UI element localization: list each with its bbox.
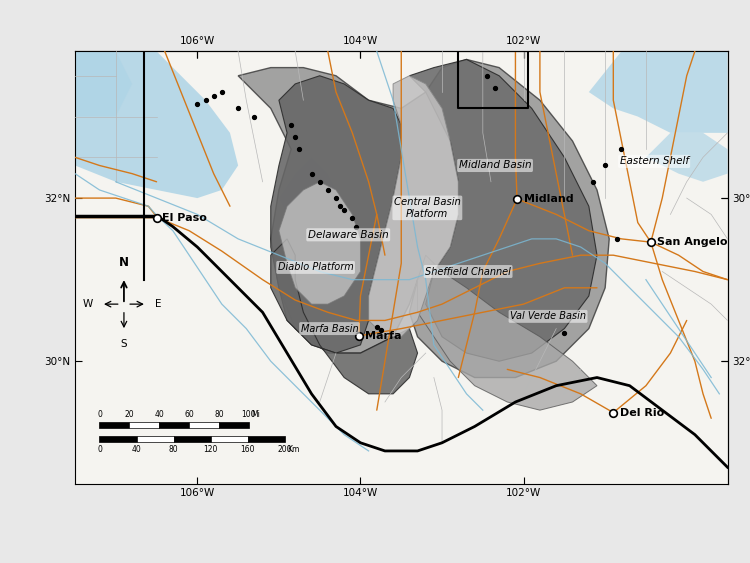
Bar: [189, 422, 219, 428]
Text: E: E: [155, 299, 161, 309]
Bar: [248, 436, 285, 442]
Text: Delaware Basin: Delaware Basin: [308, 230, 388, 240]
Text: Km: Km: [287, 445, 300, 454]
Text: Midland: Midland: [524, 194, 573, 204]
Bar: [219, 422, 249, 428]
Bar: [100, 436, 136, 442]
Polygon shape: [75, 51, 238, 198]
Text: N: N: [119, 256, 129, 269]
Text: 80: 80: [169, 445, 178, 454]
Bar: [136, 436, 174, 442]
Text: 80: 80: [214, 410, 223, 419]
Polygon shape: [418, 255, 597, 410]
Text: Eastern Shelf: Eastern Shelf: [620, 157, 688, 167]
Polygon shape: [271, 76, 401, 353]
Bar: [129, 422, 159, 428]
Text: Diablo Platform: Diablo Platform: [278, 262, 353, 272]
Text: 0: 0: [97, 445, 102, 454]
Text: Marfa: Marfa: [365, 331, 402, 341]
Text: El Paso: El Paso: [162, 213, 207, 223]
Polygon shape: [75, 51, 132, 117]
Polygon shape: [271, 239, 418, 394]
Text: 160: 160: [241, 445, 255, 454]
Text: W: W: [82, 299, 93, 309]
Polygon shape: [369, 76, 458, 337]
Text: 100: 100: [242, 410, 256, 419]
Bar: [159, 422, 189, 428]
Polygon shape: [589, 51, 728, 133]
Text: S: S: [121, 339, 128, 349]
Text: 40: 40: [154, 410, 164, 419]
Bar: [211, 436, 248, 442]
Polygon shape: [279, 157, 352, 247]
Text: Val Verde Basin: Val Verde Basin: [510, 311, 586, 321]
Text: Marfa Basin: Marfa Basin: [301, 324, 358, 334]
Polygon shape: [410, 60, 597, 361]
Text: 60: 60: [184, 410, 194, 419]
Text: 0: 0: [97, 410, 102, 419]
Text: 40: 40: [132, 445, 142, 454]
Polygon shape: [646, 133, 728, 182]
Text: 20: 20: [124, 410, 134, 419]
Text: Sheffield Channel: Sheffield Channel: [425, 266, 511, 276]
Polygon shape: [238, 60, 609, 378]
Polygon shape: [279, 182, 361, 304]
Bar: [100, 422, 129, 428]
Text: Central Basin
Platform: Central Basin Platform: [394, 197, 460, 218]
Text: Del Rio: Del Rio: [620, 408, 664, 418]
Text: San Angelo: San Angelo: [657, 237, 728, 247]
Text: 200: 200: [278, 445, 292, 454]
Bar: [174, 436, 211, 442]
Text: Mi: Mi: [251, 410, 260, 419]
Text: 120: 120: [204, 445, 218, 454]
Text: Midland Basin: Midland Basin: [459, 160, 531, 171]
